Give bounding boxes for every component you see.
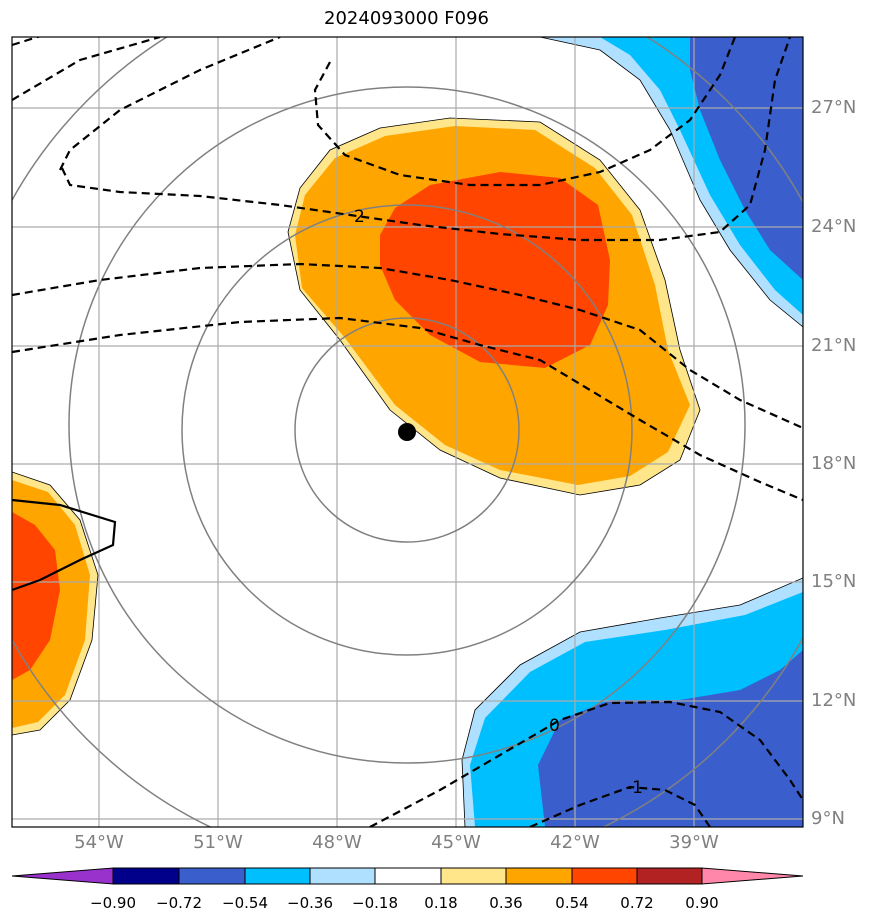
positive-anomaly-left-outline (12, 471, 99, 736)
lon-label: 48°W (312, 832, 362, 853)
negative-anomaly-se-core (538, 650, 803, 827)
range-rings (12, 37, 803, 827)
contour-label-2: 2 (354, 207, 365, 227)
map-frame (11, 36, 804, 828)
lon-label: 45°W (431, 832, 481, 853)
colorbar-label: 0.18 (424, 894, 458, 912)
colorbar-label: −0.36 (287, 894, 333, 912)
lon-label: 42°W (550, 832, 600, 853)
lat-label: 24°N (811, 216, 857, 237)
colorbar (11, 867, 804, 885)
storm-center-marker (398, 423, 416, 441)
negative-anomaly-se-outline (461, 577, 803, 827)
positive-anomaly-outline (287, 117, 701, 496)
map-title: 2024093000 F096 (324, 8, 489, 29)
lon-label: 54°W (74, 832, 124, 853)
colorbar-label: 0.72 (620, 894, 654, 912)
colorbar-label: −0.54 (222, 894, 268, 912)
lat-label: 9°N (811, 808, 845, 829)
lon-label: 39°W (669, 832, 719, 853)
colorbar-label: 0.36 (489, 894, 523, 912)
negative-anomaly-ne-outline (539, 37, 803, 328)
colorbar-label: −0.72 (156, 894, 202, 912)
lat-label: 27°N (811, 97, 857, 118)
positive-anomaly-core (380, 172, 610, 368)
contour-label-neg1: -1 (626, 778, 643, 798)
lat-label: 21°N (811, 335, 857, 356)
negative-anomaly-ne-core (690, 37, 803, 280)
lat-label: 15°N (811, 571, 857, 592)
lat-label: 18°N (811, 453, 857, 474)
colorbar-label: −0.18 (352, 894, 398, 912)
colorbar-label: −0.90 (90, 894, 136, 912)
lat-label: 12°N (811, 690, 857, 711)
lon-label: 51°W (193, 832, 243, 853)
colorbar-label: 0.90 (685, 894, 719, 912)
solid-contour-left (12, 498, 117, 592)
gridlines (12, 37, 803, 827)
colorbar-label: 0.54 (555, 894, 589, 912)
contour-label-0: 0 (549, 716, 560, 736)
positive-anomaly-left-core (12, 512, 60, 680)
dashed-contours (12, 37, 803, 827)
